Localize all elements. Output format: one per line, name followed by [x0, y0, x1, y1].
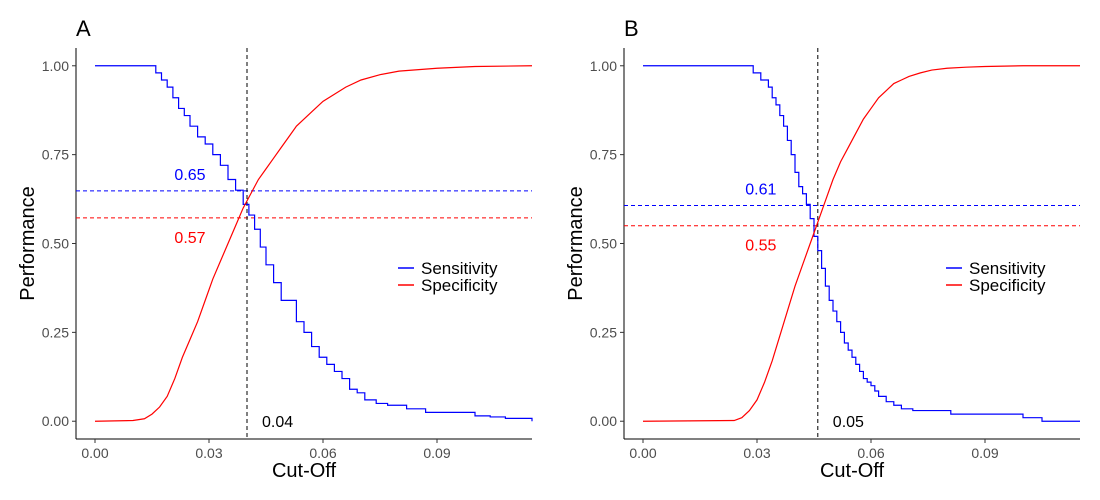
panel-label: B — [624, 16, 639, 41]
y-axis-title: Performance — [17, 186, 39, 301]
chart-panel-b: B 0.00 0.25 0.50 0.75 1.00 0.00 0.03 0.06 0.09 Cut… — [565, 16, 1080, 482]
x-tick-label: 0.03 — [743, 445, 770, 461]
sensitivity-curve — [643, 65, 1080, 422]
specificity-curve — [642, 65, 1080, 422]
legend-label-specificity: Specificity — [969, 276, 1046, 295]
y-tick-label: 0.00 — [590, 413, 617, 429]
y-tick-label: 0.50 — [42, 236, 69, 252]
x-tick-label: 0.00 — [81, 445, 108, 461]
y-tick-label: 0.75 — [590, 147, 617, 163]
x-tick-label: 0.06 — [309, 445, 336, 461]
y-tick-label: 1.00 — [42, 58, 69, 74]
specificity-value-label: 0.57 — [174, 230, 205, 247]
x-tick-label: 0.00 — [629, 445, 656, 461]
x-tick-label: 0.09 — [423, 445, 450, 461]
y-tick-label: 0.00 — [42, 413, 69, 429]
y-tick-label: 0.50 — [590, 236, 617, 252]
legend-label-sensitivity: Sensitivity — [969, 259, 1046, 278]
panel-label: A — [76, 16, 91, 41]
specificity-curve — [94, 65, 533, 422]
x-tick-label: 0.06 — [857, 445, 884, 461]
y-tick-label: 0.25 — [42, 324, 69, 340]
x-axis-title: Cut-Off — [272, 460, 337, 482]
legend-label-specificity: Specificity — [421, 276, 498, 295]
x-tick-label: 0.09 — [971, 445, 998, 461]
x-axis-title: Cut-Off — [820, 460, 885, 482]
specificity-value-label: 0.55 — [745, 238, 776, 255]
y-tick-label: 1.00 — [590, 58, 617, 74]
cutoff-value-label: 0.04 — [262, 414, 293, 431]
cutoff-value-label: 0.05 — [833, 414, 864, 431]
sensitivity-curve — [95, 65, 533, 422]
legend-label-sensitivity: Sensitivity — [421, 259, 498, 278]
sensitivity-value-label: 0.65 — [174, 167, 205, 184]
chart-panel-a: A 0.00 0.25 0.50 0.75 1.00 0.00 0.03 0.06 0.09 Cut… — [17, 16, 533, 482]
y-tick-label: 0.75 — [42, 147, 69, 163]
y-axis-title: Performance — [565, 186, 587, 301]
x-tick-label: 0.03 — [195, 445, 222, 461]
y-tick-label: 0.25 — [590, 324, 617, 340]
sensitivity-value-label: 0.61 — [745, 181, 776, 198]
